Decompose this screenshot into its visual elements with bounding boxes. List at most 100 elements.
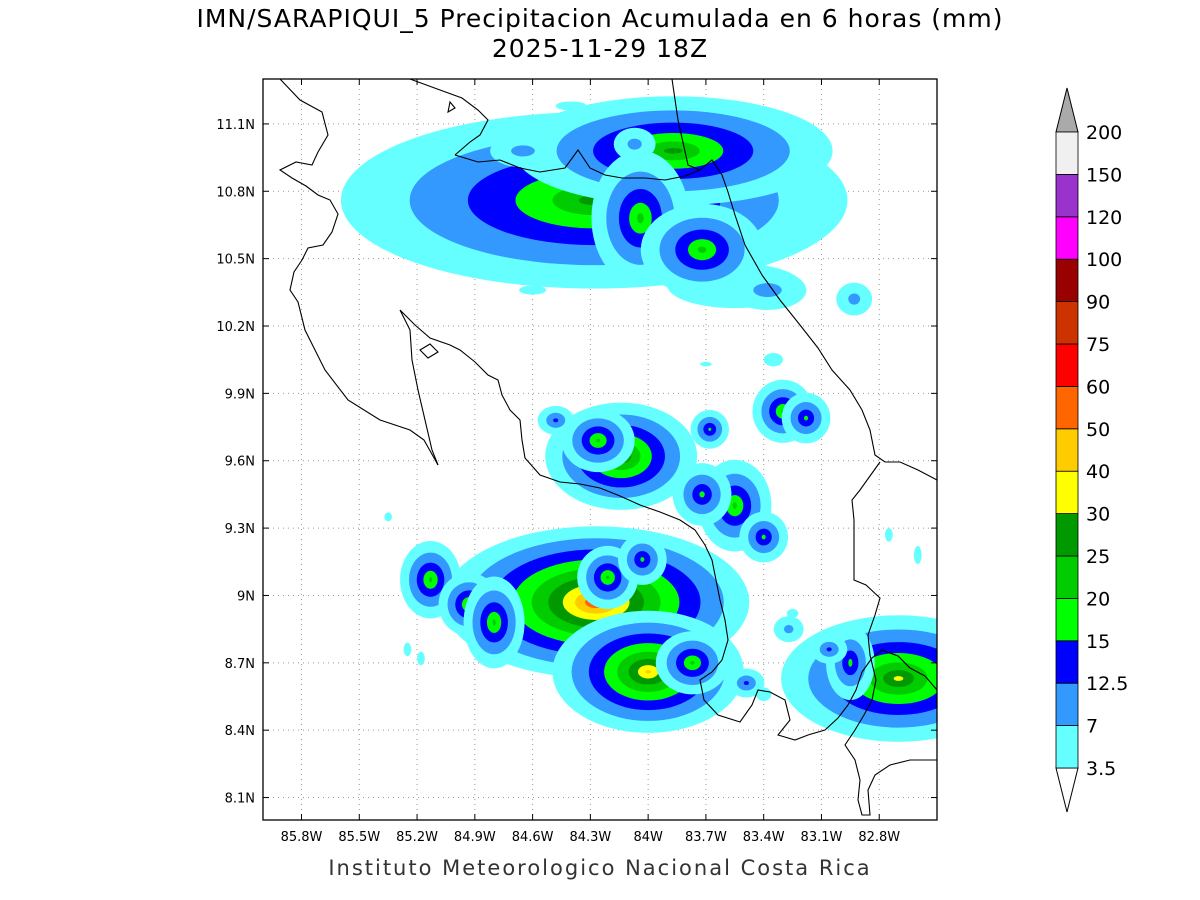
coastal-islet [447,100,456,114]
lon-tick-label: 85.8W [281,830,323,845]
precip-contour [645,670,652,674]
precip-cell [690,409,729,449]
precip-cell [618,534,667,585]
precip-cell [781,615,937,742]
precip-patch-light [786,608,799,618]
lon-tick-label: 85.2W [396,830,438,845]
colorbar-level-label: 30 [1086,504,1110,526]
gulf-island [419,343,439,359]
precip-contour [743,681,749,686]
lon-tick-label: 84.6W [512,830,554,845]
precip-cell [537,405,574,435]
colorbar-level-label: 40 [1086,461,1110,483]
map-axes: 85.8W 85.5W 85.2W 84.9W 84.6W 84.3W 84W 83.7W 83… [216,79,937,845]
precip-patch-light [519,285,547,295]
colorbar-level-label: 200 [1086,122,1122,144]
lon-tick-label: 82.8W [858,830,900,845]
precip-patch-light [700,361,712,367]
colorbar-level-label: 25 [1086,546,1110,568]
precip-cell [640,203,764,296]
colorbar-level-label: 20 [1086,588,1110,610]
colorbar-swatch [1055,598,1079,642]
map-frame [262,78,938,821]
colorbar-swatch [1055,258,1079,303]
lat-tick-label: 8.4N [225,724,255,739]
colorbar-swatch [1055,216,1079,260]
precip-contour [753,283,782,297]
precip-cell [463,576,525,669]
caribbean-coast [671,79,937,481]
colorbar-legend: 3.5 7 12.5 15 20 25 30 40 50 60 75 90 100 120 150 200 [1055,87,1128,813]
colorbar-swatch [1055,640,1079,684]
san-juan-river-border [454,149,701,181]
precip-cell [728,270,807,310]
colorbar-level-label: 100 [1086,249,1122,271]
colorbar-swatch [1055,385,1079,430]
colorbar-swatch [1055,428,1079,472]
colorbar-swatch [1055,301,1079,345]
precip-contour [804,415,809,421]
lat-tick-label: 10.5N [216,253,255,268]
lat-tick-label: 8.7N [225,657,255,672]
lat-tick-label: 10.2N [216,320,255,335]
colorbar-swatch [1055,131,1079,175]
precip-contour [595,438,601,443]
colorbar-swatch [1055,343,1079,387]
precip-cell [811,634,848,664]
precip-contour [732,502,738,509]
institution-footer: Instituto Meteorologico Nacional Costa R… [328,856,872,880]
colorbar-level-label: 15 [1086,631,1110,653]
precip-contour [848,658,853,667]
precip-contour [511,145,535,157]
precip-contour [663,148,683,154]
precip-cell [490,134,556,168]
precip-patch-light [384,512,393,522]
lon-tick-label: 84W [633,830,663,845]
precip-cell [728,668,765,698]
precip-contour [627,138,642,150]
lat-tick-label: 9.3N [225,522,255,537]
lon-tick-label: 83.7W [685,830,727,845]
colorbar-swatch [1055,513,1079,557]
nicaragua-coast-north [278,79,439,466]
precip-contour [640,557,645,562]
nicoya-gulf-coast [399,309,937,741]
precip-cell [781,392,831,444]
precip-contour [428,577,433,583]
precip-cell [739,511,788,563]
colorbar-level-label: 7 [1086,716,1098,738]
precip-contour [492,619,496,626]
colorbar-level-label: 60 [1086,376,1110,398]
lon-tick-label: 85.5W [338,830,380,845]
coastlines-and-borders [278,79,937,816]
colorbar-level-label: 12.5 [1086,673,1128,695]
precip-patch-light [763,352,783,367]
lat-tick-label: 9.9N [225,387,255,402]
panama-border [844,461,937,816]
lake-nicaragua-shore [409,79,489,156]
colorbar-level-label: 120 [1086,207,1122,229]
precip-patch-light [913,546,922,565]
precip-contour [697,246,707,253]
colorbar-swatch [1055,725,1079,769]
map-subtitle-datetime: 2025-11-29 18Z [491,34,709,63]
colorbar-over-arrow [1055,87,1079,133]
precip-cell [655,631,730,695]
precipitation-field [340,96,937,742]
precip-contour [699,491,705,498]
precip-contour [848,293,861,305]
colorbar-level-label: 3.5 [1086,758,1116,780]
precip-cell [613,127,656,161]
precip-contour [637,213,644,224]
precip-cell [773,616,804,643]
lat-tick-label: 11.1N [216,118,255,133]
precip-contour [708,427,712,431]
precip-patch-light [403,642,412,657]
precip-contour [606,575,610,580]
lat-tick-label: 9N [237,589,255,604]
lon-tick-label: 83.1W [801,830,843,845]
colorbar-swatch [1055,470,1079,515]
precip-cell [561,408,635,473]
colorbar-swatch [1055,173,1079,218]
precip-contour [783,624,794,634]
